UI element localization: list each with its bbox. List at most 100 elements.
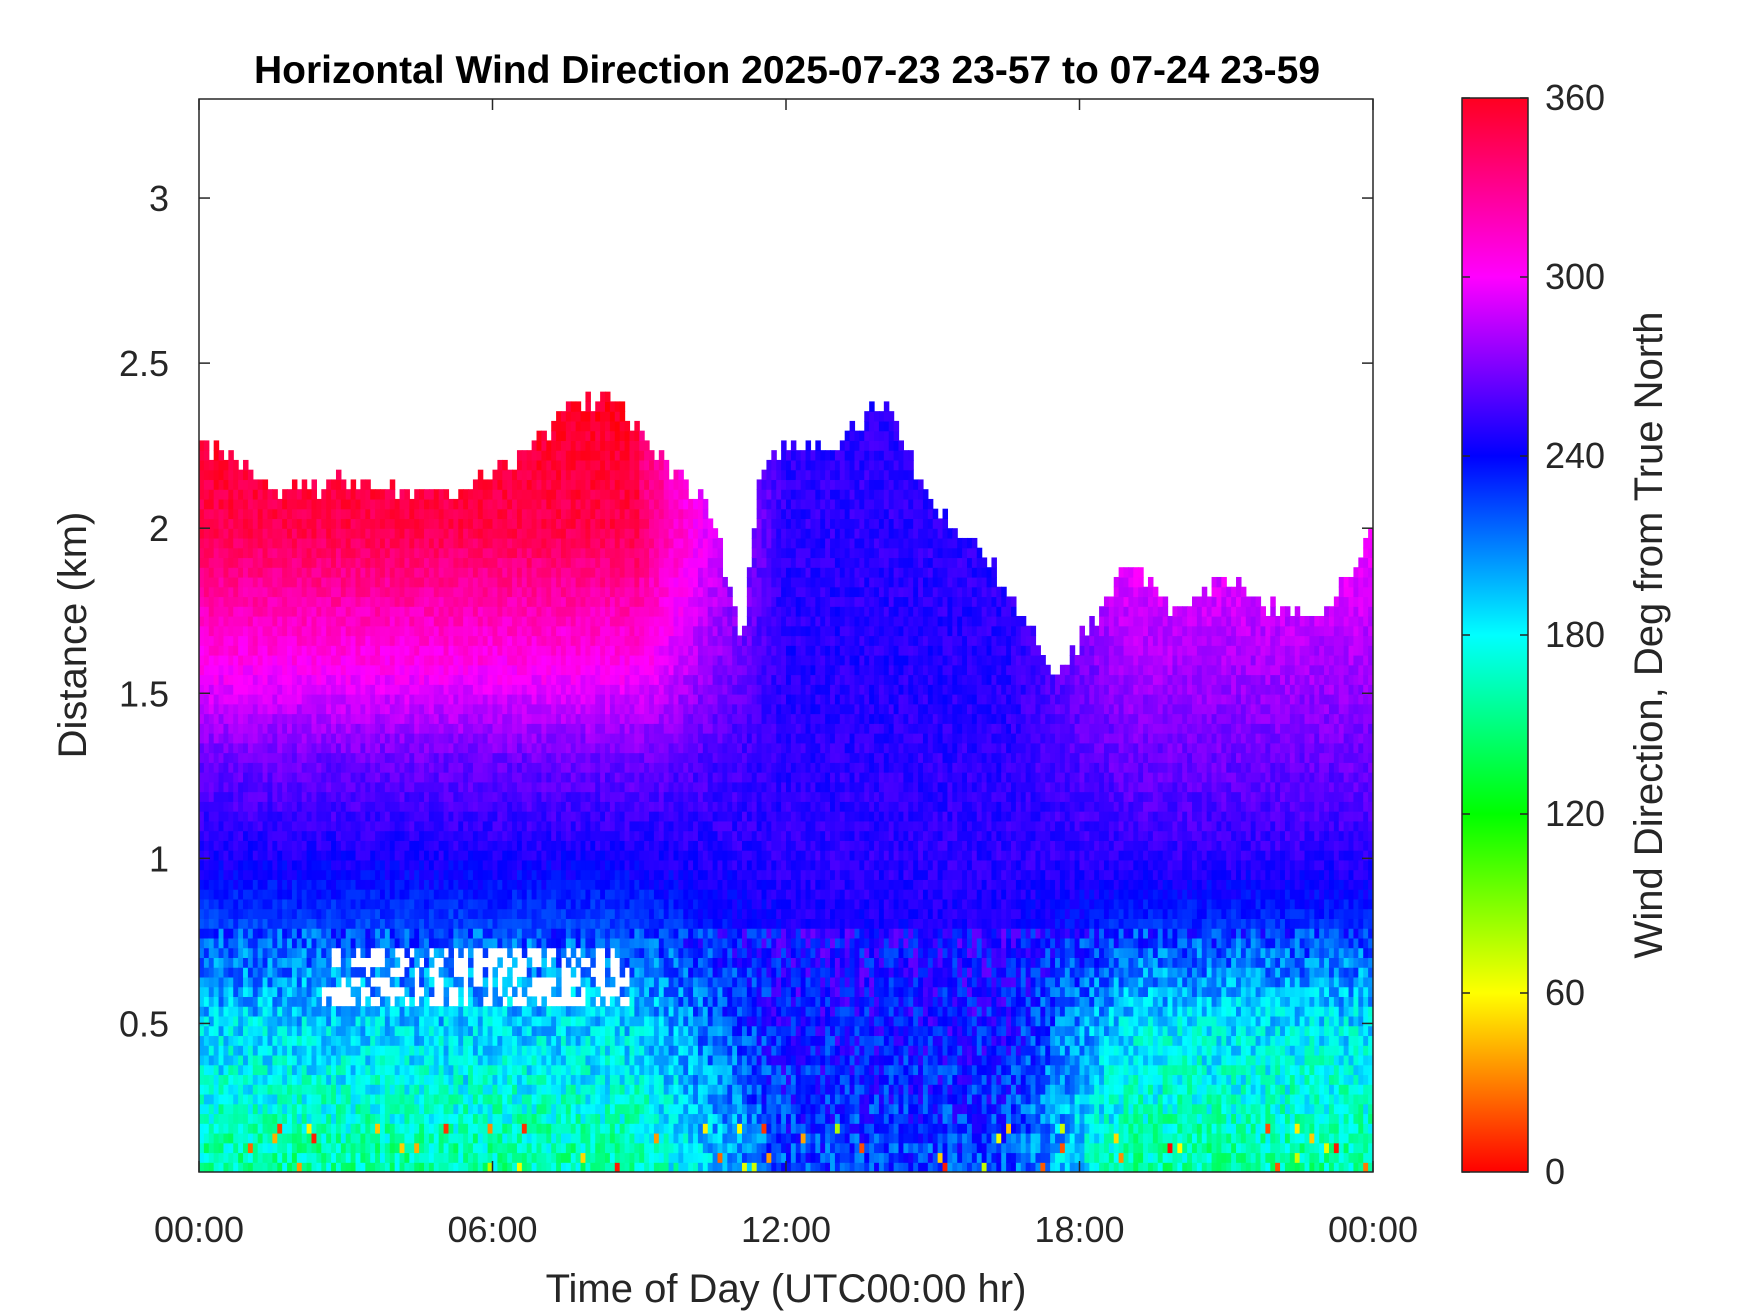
heatmap-cell <box>272 889 278 900</box>
heatmap-cell <box>199 908 205 919</box>
heatmap-cell <box>521 450 528 461</box>
heatmap-cell <box>468 537 474 549</box>
heatmap-cell <box>335 1006 342 1017</box>
heatmap-cell <box>453 1142 459 1154</box>
heatmap-cell <box>458 1006 464 1017</box>
heatmap-cell <box>287 967 293 978</box>
heatmap-cell <box>521 850 528 861</box>
heatmap-cell <box>487 567 494 578</box>
heatmap-cell <box>424 508 430 520</box>
heatmap-cell <box>463 615 469 627</box>
heatmap-cell <box>277 557 283 568</box>
heatmap-cell <box>516 859 523 871</box>
heatmap-cell <box>228 1074 234 1085</box>
heatmap-cell <box>345 898 352 910</box>
heatmap-cell <box>433 1123 440 1134</box>
heatmap-cell <box>365 1045 371 1056</box>
heatmap-cell <box>228 1142 234 1154</box>
heatmap-cell <box>257 996 264 1007</box>
heatmap-cell <box>541 479 547 490</box>
heatmap-cell <box>326 850 332 861</box>
heatmap-cell <box>482 742 489 754</box>
heatmap-cell <box>370 928 376 939</box>
heatmap-cell <box>218 937 225 949</box>
heatmap-cell <box>399 898 406 910</box>
heatmap-cell <box>326 684 332 695</box>
heatmap-cell <box>531 606 538 617</box>
heatmap-cell <box>301 694 308 705</box>
heatmap-cell <box>409 908 415 919</box>
heatmap-cell <box>448 850 454 861</box>
heatmap-cell <box>438 1035 445 1046</box>
heatmap-cell <box>316 752 322 763</box>
heatmap-cell <box>355 1142 362 1154</box>
heatmap-cell <box>448 859 454 871</box>
heatmap-cell <box>541 1064 547 1076</box>
heatmap-cell <box>340 811 347 822</box>
heatmap-cell <box>365 1035 371 1046</box>
heatmap-cell <box>472 498 479 510</box>
heatmap-cell <box>389 937 396 949</box>
heatmap-cell <box>365 850 371 861</box>
heatmap-cell <box>384 1103 391 1115</box>
heatmap-cell <box>311 1093 317 1105</box>
heatmap-cell <box>541 1123 547 1134</box>
heatmap-cell <box>335 1074 342 1085</box>
heatmap-cell <box>448 889 454 900</box>
heatmap-cell <box>375 1132 381 1144</box>
heatmap-cell <box>507 479 513 490</box>
heatmap-cell <box>477 791 484 802</box>
heatmap-cell <box>238 723 244 734</box>
heatmap-cell <box>252 937 259 949</box>
heatmap-cell <box>438 752 445 763</box>
heatmap-cell <box>399 937 406 949</box>
heatmap-cell <box>262 479 269 490</box>
heatmap-cell <box>438 694 445 705</box>
heatmap-cell <box>409 1045 415 1056</box>
heatmap-cell <box>468 567 474 578</box>
heatmap-cell <box>213 537 220 549</box>
heatmap-cell <box>502 976 508 988</box>
heatmap-cell <box>531 567 538 578</box>
heatmap-cell <box>228 625 234 637</box>
heatmap-cell <box>516 606 523 617</box>
heatmap-cell <box>262 674 269 685</box>
heatmap-cell <box>208 928 215 939</box>
heatmap-cell <box>453 1132 459 1144</box>
heatmap-cell <box>424 781 430 793</box>
heatmap-cell <box>243 1142 249 1154</box>
heatmap-cell <box>345 1142 352 1154</box>
heatmap-cell <box>409 498 415 510</box>
heatmap-cell <box>512 811 518 822</box>
heatmap-cell <box>428 498 435 510</box>
heatmap-cell <box>321 1103 327 1115</box>
heatmap-cell <box>223 1064 229 1076</box>
heatmap-cell <box>512 586 518 598</box>
heatmap-cell <box>541 791 547 802</box>
heatmap-cell <box>233 674 239 685</box>
heatmap-cell <box>326 801 332 812</box>
heatmap-cell <box>252 1152 259 1163</box>
heatmap-cell <box>350 479 357 490</box>
heatmap-cell <box>394 635 401 646</box>
heatmap-cell <box>267 547 273 559</box>
heatmap-cell <box>502 820 508 832</box>
heatmap-cell <box>433 508 440 520</box>
heatmap-cell <box>335 928 342 939</box>
heatmap-cell <box>502 791 508 802</box>
heatmap-cell <box>331 1132 337 1144</box>
heatmap-cell <box>277 801 283 812</box>
heatmap-cell <box>512 1113 518 1124</box>
heatmap-cell <box>350 625 357 637</box>
heatmap-cell <box>340 918 347 929</box>
heatmap-cell <box>458 859 464 871</box>
heatmap-cell <box>521 518 528 529</box>
heatmap-cell <box>208 518 215 529</box>
heatmap-cell <box>335 1093 342 1105</box>
heatmap-cell <box>448 537 454 549</box>
heatmap-cell <box>262 967 269 978</box>
heatmap-cell <box>218 489 225 500</box>
heatmap-cell <box>345 1162 352 1172</box>
heatmap-cell <box>482 859 489 871</box>
heatmap-cell <box>428 1123 435 1134</box>
